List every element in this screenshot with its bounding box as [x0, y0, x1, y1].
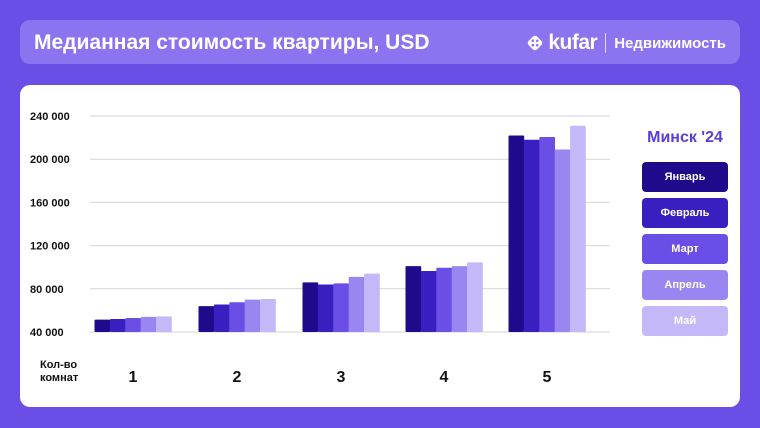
bar — [109, 319, 126, 332]
bar — [302, 282, 319, 332]
legend-title: Минск '24 — [647, 129, 723, 146]
bar — [140, 316, 157, 332]
bar — [570, 125, 586, 332]
legend-item: Январь — [642, 162, 728, 192]
bar — [467, 262, 483, 332]
bar — [229, 302, 245, 332]
category-label: 1 — [129, 369, 138, 386]
bar — [94, 319, 111, 332]
header-bar: Медианная стоимость квартиры, USD kufar … — [20, 20, 740, 64]
brand-name: kufar — [548, 31, 598, 54]
y-tick-label: 120 000 — [30, 241, 70, 253]
page-title: Медианная стоимость квартиры, USD — [34, 31, 430, 54]
bar-chart: 40 000 80 000 120 000 160 000 200 000 240 000… — [30, 111, 610, 386]
legend-item: Апрель — [642, 270, 728, 300]
bar — [451, 266, 468, 332]
bar — [539, 137, 555, 332]
bar — [260, 299, 276, 332]
bar — [554, 149, 571, 332]
x-axis-label: Кол-во — [40, 359, 77, 371]
bar — [348, 276, 365, 332]
bar — [523, 139, 540, 332]
legend-item: Май — [642, 306, 728, 336]
kufar-logo-icon — [526, 34, 544, 52]
brand-section: Недвижимость — [614, 34, 726, 52]
bar — [364, 273, 380, 332]
bar — [156, 316, 172, 332]
bar — [333, 283, 349, 332]
bar — [244, 299, 261, 332]
bar — [420, 270, 437, 332]
bar — [125, 317, 141, 332]
y-tick-label: 40 000 — [30, 327, 64, 339]
y-tick-label: 240 000 — [30, 111, 70, 123]
category-label: 4 — [440, 369, 449, 386]
bar — [198, 306, 215, 332]
x-axis-label: комнат — [40, 372, 79, 384]
brand: kufar Недвижимость — [526, 30, 726, 56]
bar — [436, 267, 452, 332]
chart-card: 40 000 80 000 120 000 160 000 200 000 240 000… — [20, 85, 740, 407]
category-label: 2 — [233, 369, 242, 386]
bar — [213, 304, 230, 332]
category-label: 3 — [337, 369, 346, 386]
bar — [405, 266, 422, 332]
y-tick-label: 80 000 — [30, 284, 64, 296]
legend-item: Февраль — [642, 198, 728, 228]
y-tick-label: 160 000 — [30, 197, 70, 209]
brand-divider — [605, 33, 607, 53]
legend-item: Март — [642, 234, 728, 264]
category-label: 5 — [543, 369, 552, 386]
bar — [508, 135, 525, 332]
y-tick-label: 200 000 — [30, 154, 70, 166]
legend: Январь Февраль Март Апрель Май — [642, 162, 728, 342]
bar — [317, 284, 334, 332]
